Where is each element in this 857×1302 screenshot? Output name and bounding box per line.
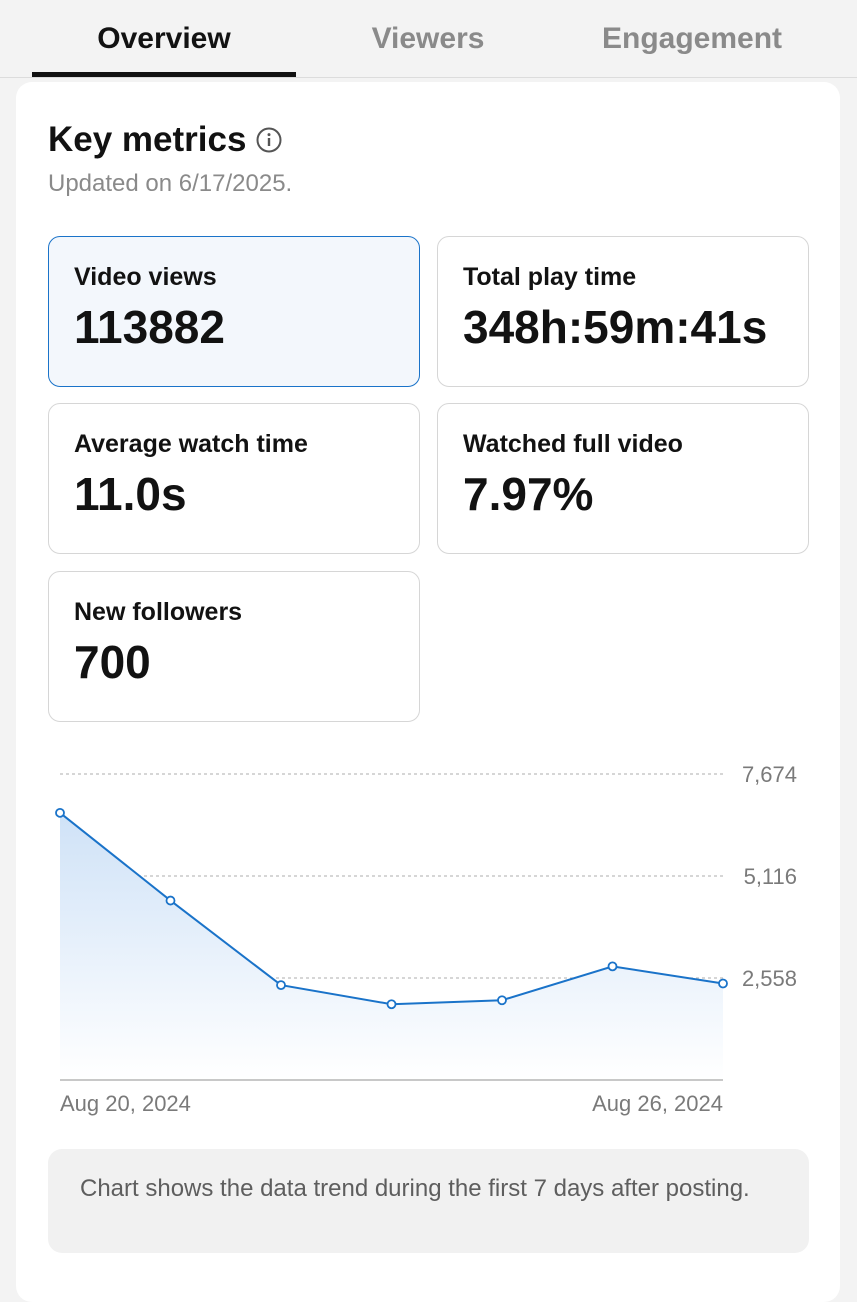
data-point	[165, 895, 176, 906]
metric-total-play-time[interactable]: Total play time 348h:59m:41s	[437, 236, 809, 387]
metric-label: Video views	[74, 263, 217, 291]
metric-label: Average watch time	[74, 430, 308, 458]
metric-new-followers[interactable]: New followers 700	[48, 571, 420, 722]
metric-video-views[interactable]: Video views 113882	[48, 236, 420, 387]
metric-value: 11.0s	[74, 468, 187, 520]
tab-viewers[interactable]: Viewers	[371, 21, 485, 55]
metric-average-watch-time[interactable]: Average watch time 11.0s	[48, 403, 420, 554]
area-fill	[60, 812, 723, 1080]
trend-chart-svg: 2,558 5,116 7,674 Aug 20, 2024 Aug 26, 2024	[55, 762, 797, 1116]
metric-value: 348h:59m:41s	[463, 301, 768, 353]
y-tick-label: 7,674	[742, 762, 797, 787]
data-point	[276, 980, 286, 990]
metric-label: Watched full video	[463, 430, 683, 458]
x-tick-label: Aug 20, 2024	[60, 1091, 191, 1116]
metric-value: 700	[74, 636, 151, 688]
data-point	[55, 807, 65, 818]
chart-note: Chart shows the data trend during the fi…	[48, 1149, 809, 1253]
x-tick-label: Aug 26, 2024	[592, 1091, 723, 1116]
trend-chart: 2,558 5,116 7,674 Aug 20, 2024 Aug 26, 2024	[0, 740, 857, 1120]
section-title: Key metrics	[48, 120, 247, 159]
metric-label: New followers	[74, 598, 243, 626]
data-point	[386, 999, 397, 1010]
info-icon[interactable]	[256, 127, 282, 153]
metric-value: 113882	[74, 301, 225, 353]
y-tick-label: 2,558	[742, 966, 797, 991]
metric-watched-full-video[interactable]: Watched full video 7.97%	[437, 403, 809, 554]
metric-value: 7.97%	[463, 468, 594, 520]
y-tick-label: 5,116	[744, 864, 797, 889]
tab-overview[interactable]: Overview	[97, 21, 231, 55]
data-point	[497, 995, 507, 1006]
updated-date: Updated on 6/17/2025.	[48, 170, 293, 197]
tab-engagement[interactable]: Engagement	[601, 21, 783, 55]
tab-bar: Overview Viewers Engagement	[0, 0, 857, 78]
active-tab-indicator	[32, 72, 296, 77]
section-header: Key metrics	[48, 120, 282, 160]
data-point	[718, 978, 728, 989]
data-point	[607, 961, 618, 972]
metric-label: Total play time	[463, 263, 637, 291]
